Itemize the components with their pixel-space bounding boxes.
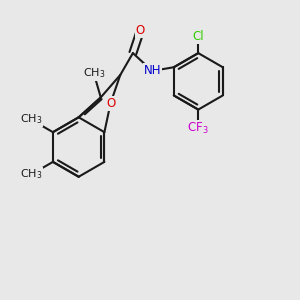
Text: O: O xyxy=(106,97,115,110)
Text: CH$_3$: CH$_3$ xyxy=(20,112,42,126)
Text: O: O xyxy=(136,24,145,37)
Text: Cl: Cl xyxy=(193,30,204,43)
Text: CH$_3$: CH$_3$ xyxy=(20,168,42,182)
Text: CH$_3$: CH$_3$ xyxy=(82,66,105,80)
Text: CF$_3$: CF$_3$ xyxy=(188,122,209,136)
Text: NH: NH xyxy=(143,64,161,77)
